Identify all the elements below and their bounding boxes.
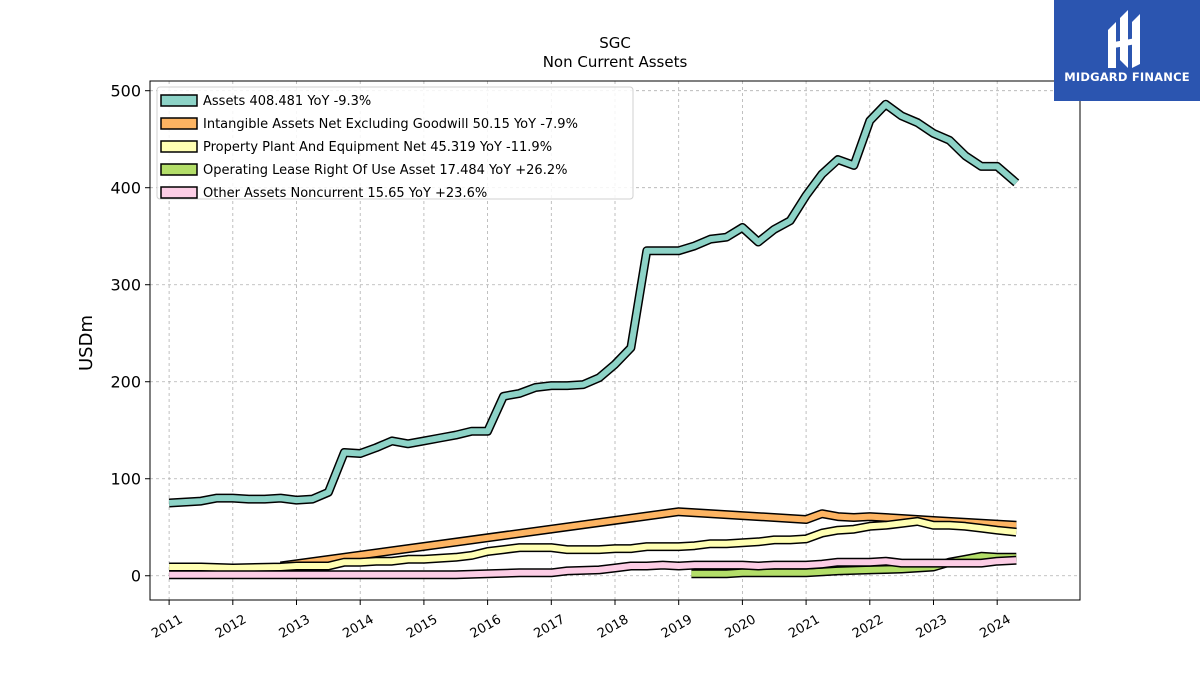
x-tick-label: 2021	[786, 612, 822, 642]
legend-label-1: Intangible Assets Net Excluding Goodwill…	[203, 117, 578, 132]
y-tick-label: 100	[110, 470, 141, 489]
y-axis-label: USDm	[76, 315, 97, 371]
y-tick-label: 300	[110, 276, 141, 295]
chart-title: SGC	[599, 34, 631, 52]
x-tick-label: 2024	[977, 612, 1013, 642]
x-tick-label: 2020	[723, 612, 759, 642]
legend-swatch-0	[160, 94, 198, 107]
y-axis: 0 100 200 300 400 500	[110, 82, 150, 586]
x-tick-label: 2022	[850, 612, 886, 642]
series-line-2	[169, 518, 1017, 571]
series-line-0	[168, 101, 1019, 506]
series-layer	[168, 99, 1020, 580]
y-tick-label: 200	[110, 373, 141, 392]
x-tick-label: 2019	[659, 612, 695, 642]
series-line-4	[169, 557, 1017, 578]
y-tick-label: 0	[131, 567, 141, 586]
x-tick-label: 2015	[404, 612, 440, 642]
legend-swatch-2	[160, 140, 198, 153]
legend-label-3: Operating Lease Right Of Use Asset 17.48…	[203, 163, 567, 178]
y-tick-label: 500	[110, 82, 141, 101]
legend-box	[156, 86, 634, 200]
x-tick-label: 2017	[531, 612, 567, 642]
legend: Assets 408.481 YoY -9.3% Intangible Asset…	[156, 86, 634, 201]
legend-swatch-4	[160, 186, 198, 199]
x-tick-label: 2013	[277, 612, 313, 642]
legend-swatch-3	[160, 163, 198, 176]
series-line-3	[691, 553, 1017, 577]
x-tick-label: 2011	[149, 612, 185, 642]
legend-label-2: Property Plant And Equipment Net 45.319 …	[203, 140, 552, 155]
x-tick-label: 2018	[595, 612, 631, 642]
x-tick-label: 2012	[213, 612, 249, 642]
x-tick-label: 2014	[340, 612, 376, 642]
x-tick-label: 2016	[468, 612, 504, 642]
legend-label-4: Other Assets Noncurrent 15.65 YoY +23.6%	[203, 186, 487, 201]
logo-icon	[1108, 10, 1140, 68]
brand-logo: MIDGARD FINANCE	[1054, 0, 1200, 101]
legend-swatch-1	[160, 117, 198, 130]
brand-name: MIDGARD FINANCE	[1064, 70, 1190, 84]
legend-label-0: Assets 408.481 YoY -9.3%	[203, 94, 371, 109]
y-tick-label: 400	[110, 179, 141, 198]
x-axis: 2011 2012 2013 2014 2015 2016 2017 2018 2019 2020…	[149, 600, 1014, 642]
chart-subtitle: Non Current Assets	[543, 53, 688, 71]
x-tick-label: 2023	[914, 612, 950, 642]
